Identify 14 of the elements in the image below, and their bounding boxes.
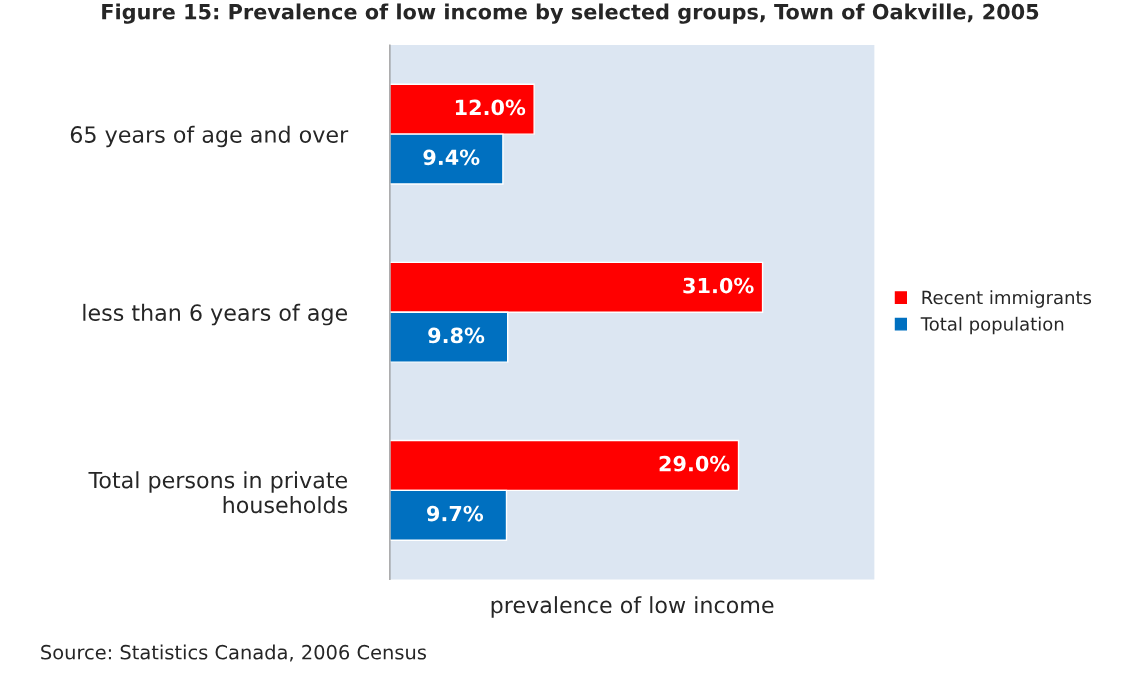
data-label: 29.0% [659, 455, 730, 472]
source-note: Source: Statistics Canada, 2006 Census [41, 644, 426, 662]
chart-title: Figure 15: Prevalence of low income by selected groups, Town of Oakville, 2005 [102, 3, 1039, 24]
data-label: 12.0% [455, 99, 526, 116]
legend-label: Recent immigrants [922, 290, 1092, 308]
data-label: 31.0% [683, 277, 754, 294]
data-label: 9.7% [427, 505, 484, 522]
data-label: 9.4% [423, 149, 480, 166]
data-label: 9.8% [428, 327, 485, 344]
y-tick-label: 65 years of age and over [70, 125, 349, 148]
legend-label: Total population [920, 316, 1064, 335]
y-tick-label: less than 6 years of age [83, 303, 348, 326]
y-tick-label: Total persons in private households [88, 471, 348, 514]
x-axis-title: prevalence of low income [491, 596, 774, 618]
